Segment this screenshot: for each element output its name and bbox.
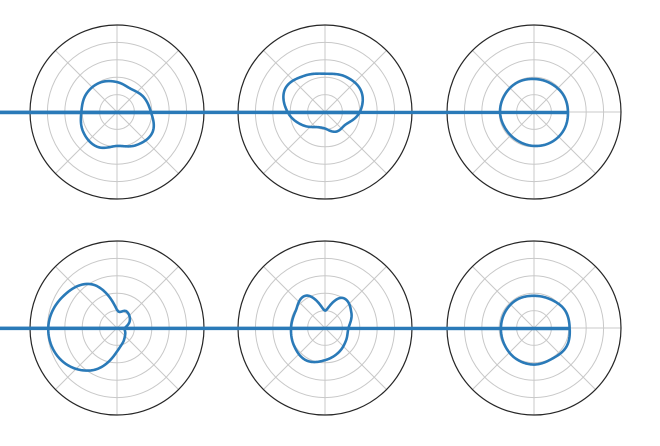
grid-spoke-45 <box>324 50 387 113</box>
series-line-1 <box>0 79 156 150</box>
grid-spoke-315 <box>533 111 596 174</box>
grid-spoke-45 <box>533 50 596 113</box>
grid-spoke-135 <box>472 266 535 329</box>
grid-spoke-45 <box>116 266 179 329</box>
grid-spoke-45 <box>533 266 596 329</box>
polar-subplot-6 <box>0 240 622 416</box>
series-line-6 <box>0 294 572 366</box>
grid-spoke-135 <box>55 50 118 113</box>
grid-spoke-315 <box>324 111 387 174</box>
grid-spoke-225 <box>263 111 326 174</box>
grid-spoke-315 <box>116 327 179 390</box>
grid-spoke-315 <box>116 111 179 174</box>
grid-spoke-45 <box>116 50 179 113</box>
grid-spoke-315 <box>324 327 387 390</box>
series-line-3 <box>0 77 570 148</box>
grid-spoke-315 <box>533 327 596 390</box>
grid-spoke-225 <box>472 111 535 174</box>
grid-spoke-135 <box>55 266 118 329</box>
grid-spoke-135 <box>263 266 326 329</box>
grid-spoke-45 <box>324 266 387 329</box>
grid-spoke-225 <box>472 327 535 390</box>
grid-spoke-135 <box>472 50 535 113</box>
grid-spoke-225 <box>55 327 118 390</box>
grid-spoke-225 <box>55 111 118 174</box>
grid-spoke-225 <box>263 327 326 390</box>
polar-subplot-3 <box>0 24 622 200</box>
